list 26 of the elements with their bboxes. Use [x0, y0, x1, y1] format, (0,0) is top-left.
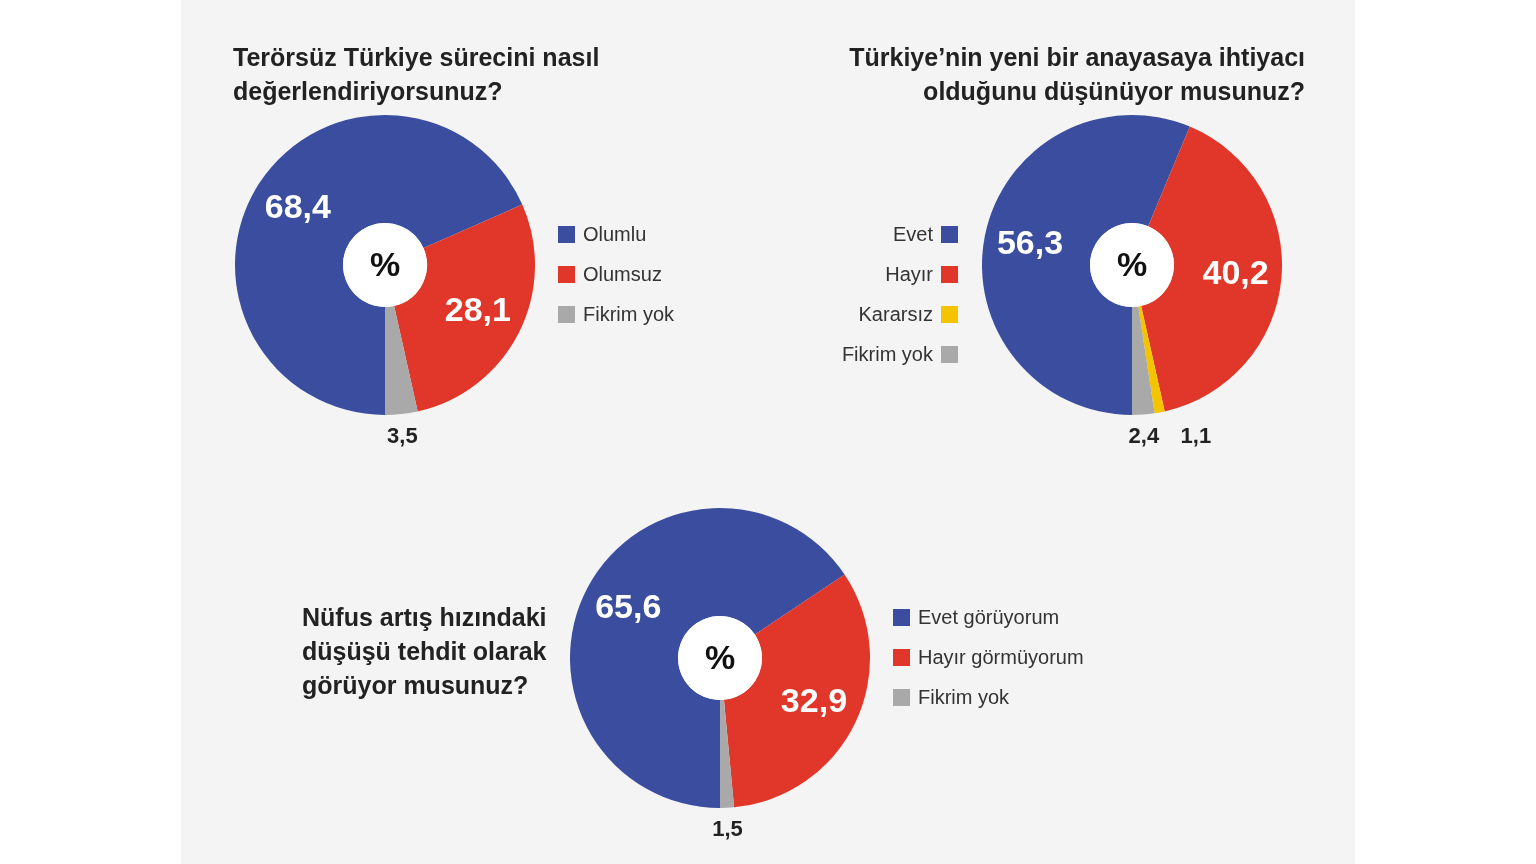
data-label: 2,4 — [1128, 423, 1160, 449]
text: % — [369, 245, 401, 284]
data-label: 65,6 — [595, 587, 662, 626]
legend-label: Fikrim yok — [583, 302, 675, 326]
legend-label: Fikrim yok — [841, 342, 933, 366]
legend-label: Evet — [892, 222, 933, 246]
text: % — [1116, 245, 1148, 284]
data-label: 32,9 — [780, 680, 848, 719]
data-label: 40,2 — [1202, 252, 1269, 291]
legend-label: Olumsuz — [583, 262, 662, 286]
legend-label: Hayır görmüyorum — [918, 645, 1084, 669]
data-label: 3,5 — [387, 423, 418, 449]
legend-label: Evet görüyorum — [918, 605, 1060, 629]
legend-label: Hayır — [885, 262, 933, 286]
data-label: 28,1 — [444, 290, 511, 329]
chart-title: Türkiye’nin yeni bir anayasaya ihtiyacı olduğunu düşünüyor musunuz? — [848, 42, 1305, 107]
data-label: 1,5 — [712, 816, 743, 842]
text: % — [704, 638, 736, 677]
legend-label: Fikrim yok — [918, 685, 1010, 709]
data-label: 56,3 — [996, 222, 1064, 261]
legend-label: Kararsız — [858, 302, 933, 326]
chart-title: Terörsüz Türkiye sürecini nasıl değerlendiriyorsunuz? — [233, 42, 601, 107]
data-label: 68,4 — [264, 186, 332, 225]
legend-label: Olumlu — [583, 222, 647, 246]
data-label: 1,1 — [1180, 423, 1212, 449]
text: Nüfus artış hızındaki düşüşü tehdit olarak görüyor musunuz? — [302, 602, 548, 701]
